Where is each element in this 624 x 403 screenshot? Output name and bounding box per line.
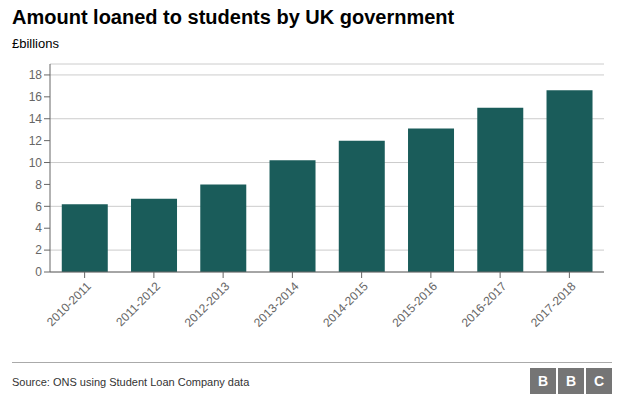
html-text:C: C <box>593 373 605 389</box>
svg-text:10: 10 <box>29 156 43 170</box>
html-text:B: B <box>537 373 549 389</box>
html-text:Amount loaned to students by U: Amount loaned to students by UK governme… <box>12 6 455 28</box>
svg-text:2014-2015: 2014-2015 <box>320 279 371 330</box>
svg-text:14: 14 <box>29 112 43 126</box>
svg-text:16: 16 <box>29 90 43 104</box>
html-text:B: B <box>565 373 577 389</box>
html-text:Source: ONS using Student Loan: Source: ONS using Student Loan Company d… <box>12 376 250 388</box>
svg-text:2011-2012: 2011-2012 <box>113 279 163 329</box>
svg-text:6: 6 <box>35 200 42 214</box>
svg-text:2017-2018: 2017-2018 <box>528 279 579 330</box>
svg-text:0: 0 <box>35 265 42 279</box>
svg-text:4: 4 <box>35 221 42 235</box>
svg-text:2013-2014: 2013-2014 <box>251 279 302 330</box>
svg-text:2010-2011: 2010-2011 <box>44 279 94 329</box>
svg-text:2012-2013: 2012-2013 <box>182 279 233 330</box>
svg-text:2016-2017: 2016-2017 <box>459 279 510 330</box>
svg-text:12: 12 <box>29 134 43 148</box>
svg-text:18: 18 <box>29 68 43 82</box>
svg-text:2015-2016: 2015-2016 <box>390 279 441 330</box>
html-text:£billions: £billions <box>12 36 59 51</box>
svg-text:2: 2 <box>35 243 42 257</box>
svg-text:8: 8 <box>35 178 42 192</box>
